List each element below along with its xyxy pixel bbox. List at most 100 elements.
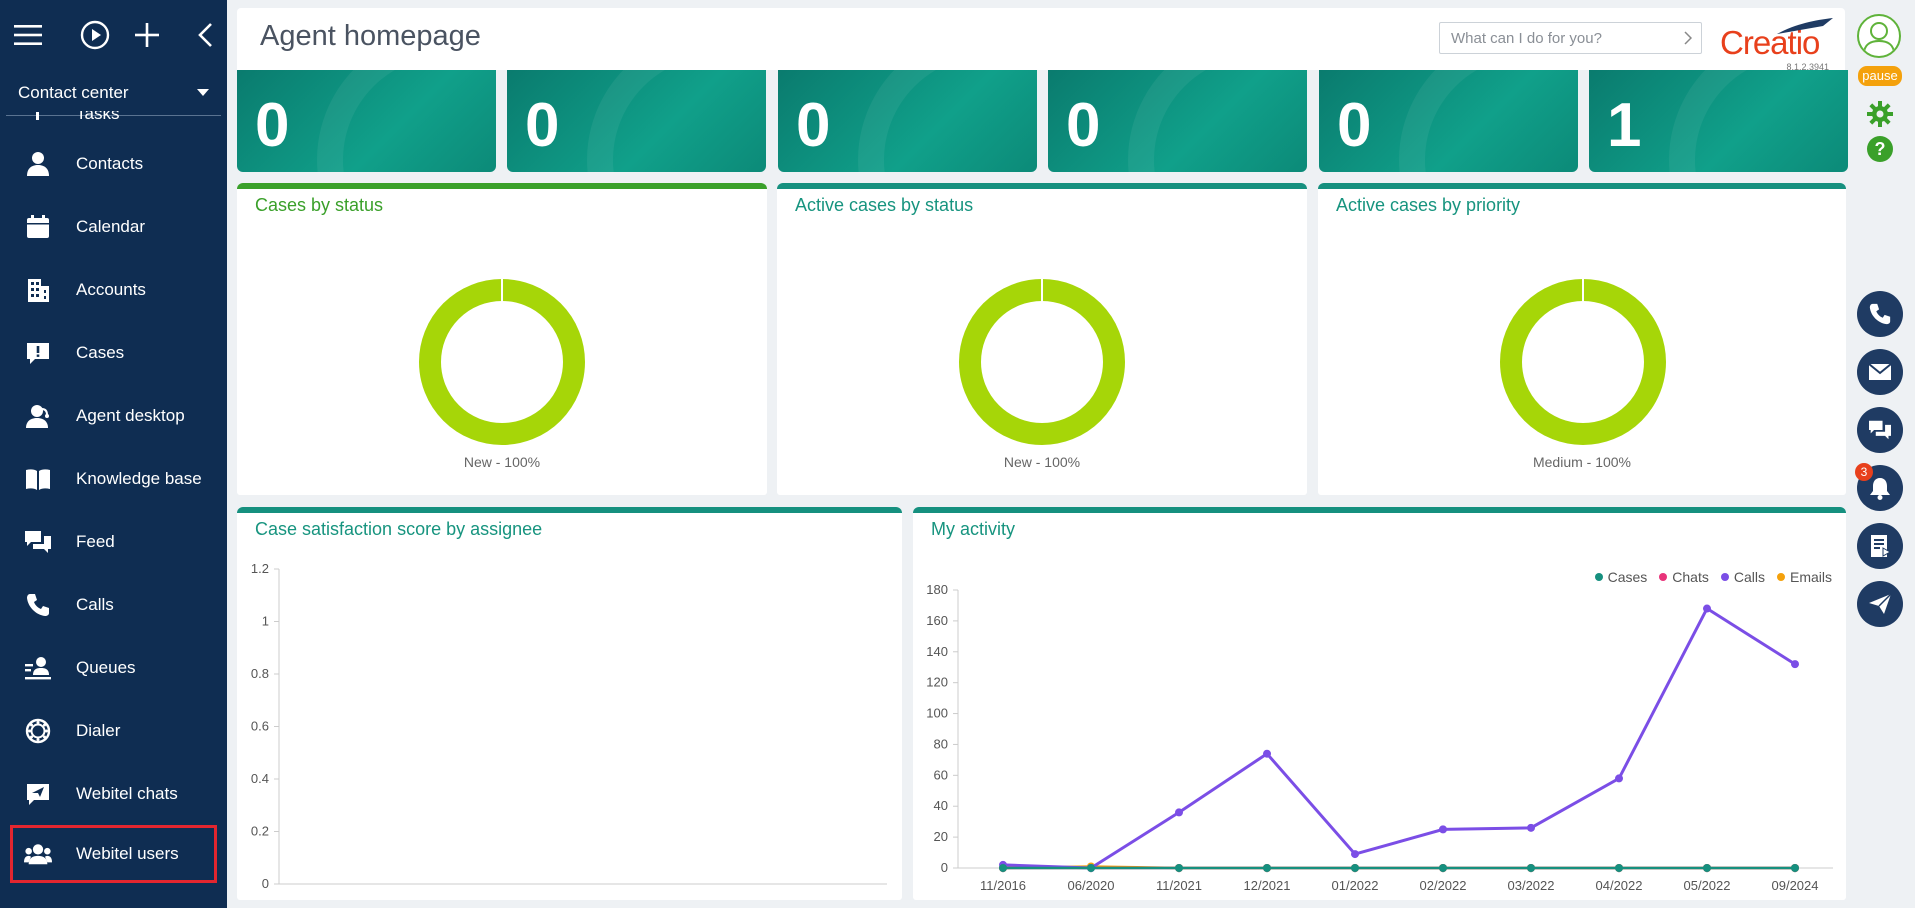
chat-bubbles-icon [24, 528, 52, 556]
sidebar: Contact center Tasks Contacts Calendar A… [0, 0, 227, 908]
donut-chart [1500, 279, 1666, 445]
queue-icon [24, 654, 52, 682]
sidebar-item-cases[interactable]: Cases [0, 321, 227, 384]
data-point-cases[interactable] [999, 864, 1007, 872]
legend-item-emails[interactable]: Emails [1776, 569, 1832, 585]
add-button[interactable] [121, 15, 173, 55]
sidebar-item-tasks[interactable]: Tasks [0, 111, 227, 132]
sidebar-item-queues[interactable]: Queues [0, 636, 227, 699]
sidebar-item-knowledge-base[interactable]: Knowledge base [0, 447, 227, 510]
avatar[interactable] [1857, 14, 1901, 58]
x-tick-label: 03/2022 [1508, 878, 1555, 893]
y-tick-label: 0.8 [251, 666, 269, 681]
legend-label: Calls [1733, 569, 1765, 585]
legend-label: Cases [1607, 569, 1648, 585]
data-point-cases[interactable] [1615, 864, 1623, 872]
sidebar-item-webitel-chats[interactable]: Webitel chats [0, 762, 227, 825]
menu-button[interactable] [14, 15, 69, 55]
sidebar-item-dialer[interactable]: Dialer [0, 699, 227, 762]
sidebar-item-label: Contacts [76, 153, 144, 173]
data-point-calls[interactable] [1175, 808, 1183, 817]
metric-tile[interactable]: 1 [1589, 70, 1848, 172]
chevron-left-icon [198, 23, 212, 47]
gear-icon[interactable] [1866, 100, 1894, 133]
sidebar-item-calendar[interactable]: Calendar [0, 195, 227, 258]
data-point-cases[interactable] [1263, 864, 1271, 872]
email-button[interactable] [1857, 349, 1903, 395]
x-tick-label: 01/2022 [1332, 878, 1379, 893]
widget-title: Active cases by status [795, 195, 974, 215]
x-tick-label: 04/2022 [1596, 878, 1643, 893]
activity-chart: 180 160 140 120 100 80 60 40 20 0 11/2016 06/2020 11… [926, 582, 1833, 893]
data-point-cases[interactable] [1087, 864, 1095, 872]
sidebar-item-contacts[interactable]: Contacts [0, 132, 227, 195]
status-badge[interactable]: pause [1858, 66, 1902, 86]
sidebar-item-webitel-users[interactable]: Webitel users [10, 825, 217, 883]
y-tick-label: 0.6 [251, 719, 269, 734]
widget-my-activity: My activity Cases Chats Calls Emails 180… [913, 507, 1846, 900]
x-tick-label: 05/2022 [1684, 878, 1731, 893]
data-point-cases[interactable] [1351, 864, 1359, 872]
metric-tile[interactable]: 0 [1048, 70, 1307, 172]
data-point-calls[interactable] [1351, 850, 1359, 859]
data-point-cases[interactable] [1527, 864, 1535, 872]
sidebar-item-agent-desktop[interactable]: Agent desktop [0, 384, 227, 447]
y-tick-label: 1.2 [251, 561, 269, 576]
data-point-calls[interactable] [1791, 660, 1799, 669]
metric-tile[interactable]: 0 [237, 70, 496, 172]
sidebar-item-label: Accounts [76, 279, 146, 299]
donut-slice[interactable] [419, 279, 585, 445]
tile-decoration [1128, 70, 1307, 172]
donut-slice[interactable] [959, 279, 1125, 445]
document-button[interactable] [1857, 523, 1903, 569]
search-input[interactable] [1451, 29, 1675, 47]
legend-item-cases[interactable]: Cases [1594, 569, 1648, 585]
legend-dot [1776, 573, 1785, 581]
sidebar-item-label: Tasks [76, 111, 120, 123]
run-process-button[interactable] [69, 15, 121, 55]
document-icon [1871, 535, 1891, 557]
collapse-sidebar-button[interactable] [172, 15, 213, 55]
version-label: 8.1.2.3941 [1786, 62, 1829, 72]
widget-cases-by-status: Cases by status New - 100% [237, 183, 767, 495]
data-point-calls[interactable] [1439, 825, 1447, 834]
data-point-calls[interactable] [1527, 823, 1535, 832]
legend-item-calls[interactable]: Calls [1720, 569, 1765, 585]
tile-decoration [317, 70, 496, 172]
y-tick-label: 0.2 [251, 824, 269, 839]
y-tick-label: 0 [262, 876, 269, 891]
sidebar-item-calls[interactable]: Calls [0, 573, 227, 636]
chat-button[interactable] [1857, 407, 1903, 453]
send-button[interactable] [1857, 581, 1903, 627]
sidebar-item-feed[interactable]: Feed [0, 510, 227, 573]
chevron-right-icon[interactable] [1675, 31, 1701, 45]
calendar-icon [24, 213, 52, 241]
sidebar-item-label: Webitel users [76, 844, 179, 863]
sidebar-item-label: Agent desktop [76, 405, 185, 425]
notification-count-badge: 3 [1855, 463, 1873, 481]
data-point-cases[interactable] [1439, 864, 1447, 872]
phone-button[interactable] [1857, 291, 1903, 337]
metric-tile[interactable]: 0 [1319, 70, 1578, 172]
y-tick-label: 100 [926, 706, 948, 721]
donut-slice[interactable] [1500, 279, 1666, 445]
data-point-cases[interactable] [1703, 864, 1711, 872]
data-point-calls[interactable] [1263, 749, 1271, 758]
metric-tile[interactable]: 0 [778, 70, 1037, 172]
satisfaction-chart: 1.2 1 0.8 0.6 0.4 0.2 0 [251, 561, 887, 891]
legend-item-chats[interactable]: Chats [1659, 569, 1709, 585]
widget-title: Cases by status [255, 195, 384, 215]
widget-title: Case satisfaction score by assignee [255, 519, 543, 539]
y-tick-label: 60 [934, 767, 948, 782]
data-point-calls[interactable] [1703, 604, 1711, 613]
help-icon[interactable]: ? [1866, 135, 1894, 168]
data-point-cases[interactable] [1175, 864, 1183, 872]
y-tick-label: 140 [926, 644, 948, 659]
creatio-logo[interactable]: Creatio 8.1.2.3941 [1720, 16, 1835, 72]
data-point-cases[interactable] [1791, 864, 1799, 872]
metric-tile[interactable]: 0 [507, 70, 766, 172]
chat-bubbles-icon [1869, 420, 1891, 440]
data-point-calls[interactable] [1615, 774, 1623, 783]
sidebar-item-accounts[interactable]: Accounts [0, 258, 227, 321]
workplace-select[interactable]: Contact center [6, 70, 221, 116]
